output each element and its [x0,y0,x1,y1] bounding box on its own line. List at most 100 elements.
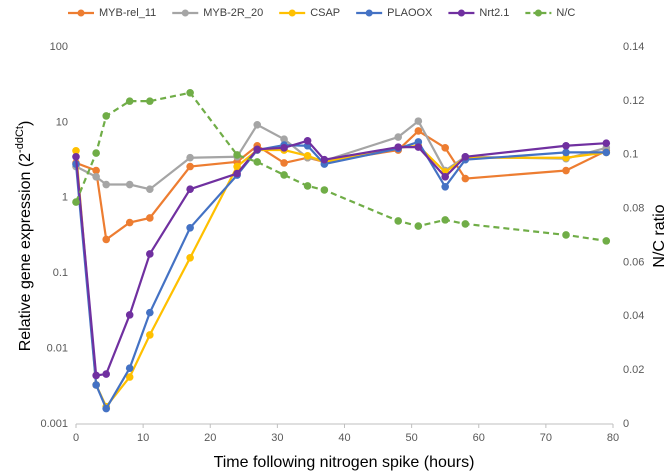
data-point [394,217,403,225]
legend-marker [457,9,465,17]
y-axis-title-end: ) [17,121,34,126]
legend: MYB-rel_11 MYB-2R_20 CSAP PLAOOX Nrt2.1 N/C [68,7,575,19]
y2-tick-label: 0.06 [623,256,644,268]
data-point [102,180,111,189]
data-point [414,117,423,125]
data-point [441,182,449,191]
x-tick-label: 40 [338,432,350,444]
data-point [92,381,100,389]
data-point [253,120,262,129]
y-tick-label: 0.1 [53,267,68,279]
data-point [303,137,312,145]
data-point [303,182,312,190]
x-axis-title: Time following nitrogen spike (hours) [214,454,475,471]
data-point [562,148,570,157]
legend-label: N/C [556,7,575,19]
y-tick-label: 1 [62,192,68,204]
x-tick-label: 10 [137,432,149,444]
data-point [146,214,154,222]
data-point [562,141,570,150]
data-point [146,250,154,258]
data-point [146,331,154,339]
data-point [441,216,449,224]
data-point [233,169,241,178]
data-point [102,370,111,378]
legend-marker [365,9,373,17]
x-tick-label: 30 [271,432,283,444]
data-point [102,112,111,120]
data-point [186,153,194,162]
data-point [394,143,403,151]
data-point [186,254,194,262]
data-point [562,153,570,162]
y-tick-label: 0.01 [47,343,68,355]
y-axis-title: Relative gene expression (2-ddCt) [14,121,34,352]
data-point [72,152,80,161]
data-point [72,198,80,206]
y2-tick-label: 0.14 [623,41,644,53]
data-point [125,218,134,227]
data-point [320,186,329,194]
data-point [414,127,423,135]
data-point [92,172,100,181]
legend-marker [77,9,85,17]
legend-label: MYB-2R_20 [203,7,263,19]
data-point [102,404,111,413]
data-point [92,371,100,380]
y-tick-label: 0.001 [40,418,68,430]
series-line [74,139,607,377]
data-point [125,373,134,381]
y-axis-title-main: Relative gene expression (2 [17,153,34,351]
legend-label: MYB-rel_11 [99,7,156,19]
data-point [461,152,470,161]
data-point [102,235,111,244]
data-point [253,158,262,166]
data-point [186,224,194,232]
data-point [186,185,194,194]
data-point [92,149,100,157]
data-point [125,311,134,319]
data-point [146,308,154,317]
data-point [280,159,288,167]
data-point [233,151,241,159]
data-point [303,152,312,160]
x-tick-label: 80 [607,432,619,444]
data-point [146,97,154,105]
data-point [461,220,470,228]
data-point [253,145,262,154]
data-point [461,174,470,183]
data-point [186,88,194,97]
data-point [280,171,288,179]
data-point [280,135,288,143]
data-point [186,162,194,171]
legend-marker [181,9,189,17]
y2-tick-label: 0.12 [623,95,644,107]
data-point [441,172,449,181]
series-line [74,91,607,242]
data-point [125,97,134,105]
series-line [74,140,607,412]
y2-axis-title: N/C ratio [651,204,668,267]
y2-tick-label: 0 [623,418,629,430]
legend-label: CSAP [310,7,340,19]
legend-marker [534,9,542,17]
data-point [233,162,241,171]
data-point [414,143,423,151]
data-point [562,166,570,175]
data-point [562,231,570,239]
data-point [320,155,329,164]
y2-tick-label: 0.02 [623,364,644,376]
x-tick-label: 20 [204,432,216,444]
data-point [414,222,423,230]
legend-label: Nrt2.1 [479,7,509,19]
y2-tick-label: 0.08 [623,202,644,214]
data-point [280,144,288,152]
y2-tick-label: 0.04 [623,310,644,322]
y-tick-label: 10 [56,116,68,128]
x-tick-label: 70 [540,432,552,444]
data-point [72,147,80,155]
data-point [441,144,449,152]
x-tick-label: 60 [473,432,485,444]
x-tick-label: 50 [406,432,418,444]
